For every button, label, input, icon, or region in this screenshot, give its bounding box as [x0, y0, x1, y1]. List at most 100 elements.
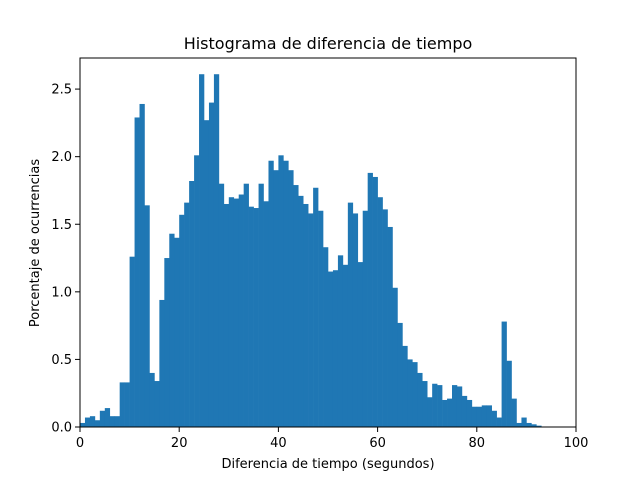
- y-axis-label: Porcentaje de ocurrencias: [28, 159, 43, 327]
- histogram-bar: [382, 209, 388, 427]
- histogram-bar: [367, 172, 373, 427]
- histogram-bar: [362, 210, 368, 427]
- histogram-bar: [159, 299, 165, 427]
- plot-frame: [79, 57, 577, 428]
- histogram-bar: [447, 398, 453, 427]
- histogram-bar: [134, 117, 140, 427]
- histogram-bar: [184, 202, 190, 427]
- histogram-bar: [412, 362, 418, 427]
- histogram-bar: [372, 176, 378, 427]
- histogram-bar: [486, 405, 492, 427]
- histogram-bar: [268, 160, 274, 428]
- histogram-bar: [80, 422, 86, 427]
- histogram-bar: [149, 372, 155, 427]
- histogram-bar: [387, 226, 393, 427]
- histogram-bar: [461, 395, 468, 427]
- histogram-bar: [427, 397, 433, 427]
- histogram-bar: [422, 381, 428, 427]
- chart-title: Histograma de diferencia de tiempo: [184, 34, 473, 53]
- histogram-bar: [526, 422, 532, 427]
- x-tick-label: 20: [171, 436, 188, 451]
- histogram-bar: [194, 155, 200, 427]
- histogram-bar: [238, 194, 244, 427]
- histogram-bar: [263, 201, 269, 427]
- histogram-bar: [511, 398, 517, 427]
- histogram-bar: [476, 406, 483, 427]
- histogram-bar: [283, 160, 289, 428]
- x-tick-label: 80: [469, 436, 486, 451]
- histogram-bar: [204, 120, 210, 428]
- x-axis-ticks: 0 20 40 60 80 100: [76, 427, 589, 451]
- histogram-bar: [223, 203, 230, 427]
- histogram-bar: [109, 416, 116, 427]
- histogram-bar: [298, 195, 304, 427]
- histogram-bar: [154, 381, 160, 427]
- histogram-bar: [94, 420, 101, 427]
- x-tick-label: 40: [270, 436, 287, 451]
- histogram-bar: [452, 385, 458, 427]
- histogram-bar: [347, 202, 354, 427]
- histogram-bar: [164, 258, 170, 427]
- histogram-bar: [342, 264, 349, 427]
- histogram-bar: [466, 399, 473, 427]
- histogram-bar: [437, 385, 443, 427]
- histogram-bar: [179, 214, 185, 427]
- histogram-bar: [119, 382, 125, 427]
- histogram-bar: [337, 255, 344, 427]
- histogram-bar: [318, 210, 324, 427]
- histogram-bar: [258, 183, 264, 427]
- histogram-bar: [496, 417, 502, 427]
- y-tick-label: 0.5: [51, 353, 72, 368]
- histogram-bar: [332, 270, 339, 427]
- histogram-bar: [293, 185, 299, 427]
- histogram-bar: [313, 187, 319, 427]
- histogram-bar: [189, 181, 195, 427]
- histogram-bar: [303, 203, 309, 427]
- histogram-bar: [481, 405, 488, 427]
- histogram-bar: [89, 416, 96, 427]
- histogram-bar: [491, 410, 497, 427]
- histogram-bar: [456, 386, 463, 427]
- histogram-bar: [501, 321, 507, 427]
- histogram-bar: [273, 170, 279, 427]
- histogram-bar: [516, 422, 522, 427]
- histogram-bar: [308, 213, 314, 427]
- histogram-bar: [233, 198, 240, 427]
- histogram-bar: [124, 382, 130, 427]
- histogram-bar: [432, 383, 438, 427]
- histogram-bar: [402, 345, 408, 427]
- histogram-bar: [328, 271, 334, 427]
- bars-group: [80, 74, 542, 428]
- histogram-bar: [174, 237, 180, 427]
- histogram-bar: [471, 406, 478, 427]
- x-tick-label: 0: [76, 436, 84, 451]
- histogram-bar: [129, 256, 135, 427]
- histogram-bar: [248, 206, 254, 427]
- histogram-bar: [139, 103, 145, 428]
- x-tick-label: 100: [564, 436, 589, 451]
- histogram-bar: [199, 74, 205, 427]
- histogram-bar: [144, 205, 150, 427]
- y-tick-label: 2.0: [51, 150, 72, 165]
- histogram-bar: [228, 197, 235, 427]
- y-tick-label: 2.5: [51, 83, 72, 98]
- y-tick-label: 1.0: [51, 285, 72, 300]
- histogram-bar: [114, 416, 120, 427]
- histogram-bar: [357, 262, 364, 427]
- histogram-bar: [278, 155, 284, 427]
- histogram-bar: [521, 417, 527, 427]
- histogram-bar: [218, 183, 225, 427]
- histogram-bar: [169, 233, 175, 427]
- histogram-bar: [288, 170, 294, 427]
- histogram-bar: [352, 213, 359, 427]
- histogram-bar: [392, 287, 398, 427]
- histogram-bar: [104, 408, 111, 427]
- histogram-bar: [407, 359, 413, 427]
- y-tick-label: 0.0: [51, 421, 72, 436]
- x-axis-label: Diferencia de tiempo (segundos): [221, 457, 434, 472]
- histogram-bar: [506, 360, 512, 427]
- y-tick-label: 1.5: [51, 218, 72, 233]
- histogram-bar: [377, 197, 383, 427]
- histogram-bar: [417, 372, 423, 427]
